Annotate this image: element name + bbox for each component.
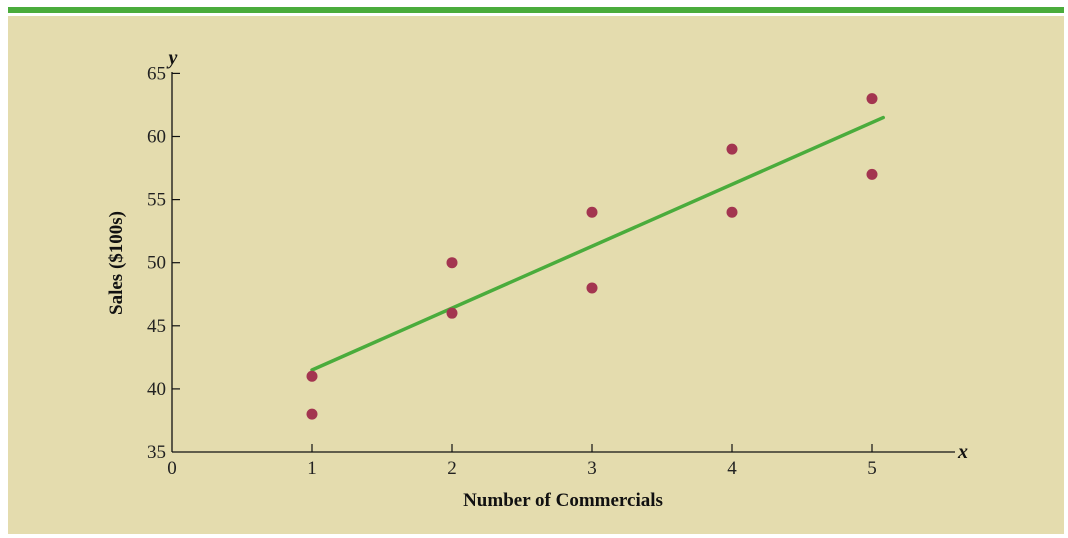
trend-line — [310, 115, 885, 372]
data-point — [446, 307, 458, 319]
chart-panel — [8, 16, 1064, 534]
data-point — [726, 206, 738, 218]
x-axis-variable: x — [957, 441, 968, 463]
x-axis-title: Number of Commercials — [463, 490, 663, 511]
y-tick-label: 35 — [147, 442, 166, 463]
x-tick-label: 3 — [587, 458, 597, 479]
y-axis-title: Sales ($100s) — [106, 211, 127, 315]
y-tick-label: 50 — [147, 253, 166, 274]
x-tick-label: 2 — [447, 458, 457, 479]
data-point — [446, 257, 458, 269]
y-tick-label: 65 — [147, 63, 166, 84]
y-tick-label: 45 — [147, 316, 166, 337]
data-point — [866, 93, 878, 105]
x-ticks: 0 1 2 3 4 5 — [167, 444, 877, 479]
data-point — [586, 282, 598, 294]
y-tick-label: 55 — [147, 190, 166, 211]
x-tick-label: 1 — [307, 458, 317, 479]
top-accent-rule — [8, 7, 1064, 13]
data-point — [306, 408, 318, 420]
data-point — [726, 143, 738, 155]
y-axis-variable: y — [167, 47, 178, 69]
x-tick-label: 0 — [167, 458, 177, 479]
data-points — [306, 93, 878, 420]
data-point — [866, 168, 878, 180]
data-point — [586, 206, 598, 218]
y-ticks: 35 40 45 50 55 60 65 — [147, 63, 180, 463]
y-tick-label: 40 — [147, 379, 166, 400]
x-tick-label: 5 — [867, 458, 877, 479]
x-tick-label: 4 — [727, 458, 737, 479]
data-point — [306, 370, 318, 382]
y-tick-label: 60 — [147, 127, 166, 148]
